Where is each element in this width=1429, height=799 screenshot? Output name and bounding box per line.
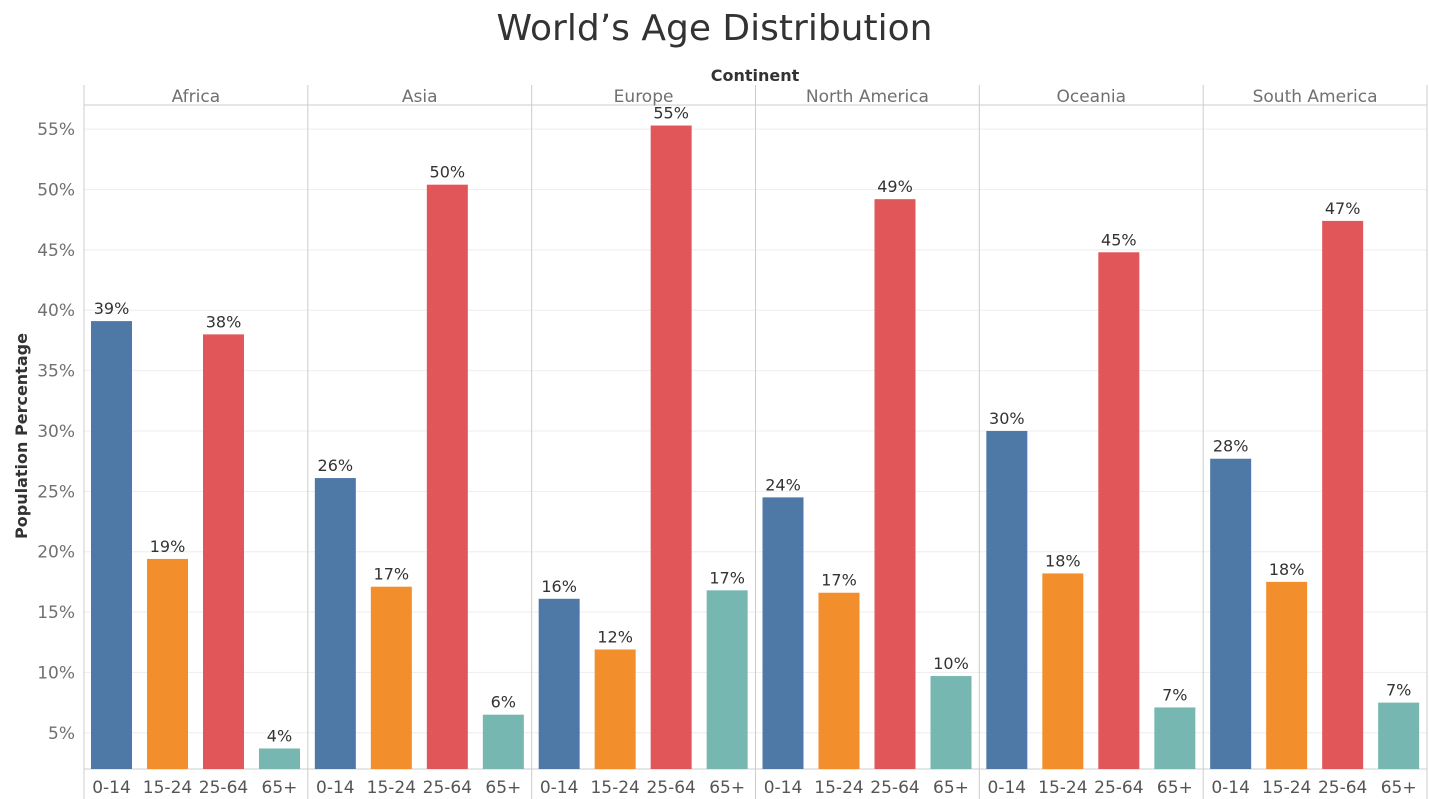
x-tick-label: 0-14 [92, 778, 131, 798]
x-tick-label: 0-14 [988, 778, 1027, 798]
x-tick-label: 15-24 [1038, 778, 1087, 798]
data-labels: 39% 19% 38% 4% 26% 17% 50% 6% 16% 12% 55% 17% 24% 17%… [94, 104, 1412, 746]
y-tick-label: 5% [48, 724, 75, 744]
bar-data-label: 45% [1101, 230, 1137, 249]
x-tick-label: 0-14 [540, 778, 579, 798]
y-tick-label: 45% [37, 241, 75, 261]
bar-data-label: 26% [318, 456, 354, 475]
bar-data-label: 19% [150, 537, 186, 556]
bar-data-label: 28% [1213, 437, 1249, 456]
bar [930, 676, 972, 769]
bar-data-label: 18% [1269, 560, 1305, 579]
x-tick-label: 0-14 [316, 778, 355, 798]
bar [1322, 220, 1364, 769]
bar-data-label: 50% [430, 163, 466, 182]
bar [650, 125, 692, 770]
x-tick-label: 15-24 [143, 778, 192, 798]
bar [986, 430, 1028, 769]
bar [370, 586, 412, 769]
bar [874, 199, 916, 770]
continent-header: Europe [614, 87, 674, 107]
bar [762, 497, 804, 769]
x-tick-label: 25-64 [646, 778, 695, 798]
bar [203, 334, 244, 769]
x-tick-label: 0-14 [764, 778, 803, 798]
bar-data-label: 4% [267, 726, 292, 745]
chart-title: World’s Age Distribution [496, 8, 933, 49]
bar-data-label: 47% [1325, 199, 1361, 218]
bar [91, 321, 132, 769]
x-tick-label: 15-24 [590, 778, 639, 798]
x-tick-label: 65+ [485, 778, 521, 798]
y-tick-label: 10% [37, 663, 75, 683]
x-tick-label: 25-64 [423, 778, 472, 798]
y-tick-label: 55% [37, 120, 75, 140]
y-tick-label: 30% [37, 422, 75, 442]
continent-header: Africa [172, 87, 221, 107]
y-tick-label: 15% [37, 603, 75, 623]
bar-data-label: 10% [933, 654, 969, 673]
bar-data-label: 17% [821, 571, 857, 590]
continent-header: South America [1253, 87, 1378, 107]
x-axis-category-labels: 0-14 15-24 25-64 65+ 0-14 15-24 25-64 65+ 0-14 15… [92, 778, 1416, 798]
y-tick-label: 25% [37, 482, 75, 502]
continent-header: North America [806, 87, 929, 107]
x-tick-label: 15-24 [367, 778, 416, 798]
bar-data-label: 12% [597, 627, 633, 646]
bar-data-label: 38% [206, 312, 242, 331]
bar [818, 592, 860, 769]
bar-data-label: 6% [491, 693, 516, 712]
bar-data-label: 7% [1386, 681, 1411, 700]
bar [314, 478, 356, 769]
x-tick-label: 25-64 [1318, 778, 1367, 798]
bar [594, 649, 636, 769]
bar [1098, 252, 1140, 769]
x-tick-label: 25-64 [1094, 778, 1143, 798]
continent-header: Asia [402, 87, 438, 107]
y-axis-ticks: 5% 10% 15% 20% 25% 30% 35% 40% 45% 50% 55% [37, 120, 75, 744]
x-tick-label: 15-24 [814, 778, 863, 798]
x-tick-label: 65+ [262, 778, 298, 798]
bar [147, 558, 188, 769]
bar [259, 748, 300, 769]
y-tick-label: 20% [37, 543, 75, 563]
bar [426, 184, 468, 769]
bar [1210, 458, 1252, 769]
bar-data-label: 39% [94, 299, 130, 318]
bars [91, 125, 1420, 770]
y-axis-title: Population Percentage [12, 333, 31, 539]
x-tick-label: 65+ [709, 778, 745, 798]
x-tick-label: 65+ [1157, 778, 1193, 798]
y-tick-label: 50% [37, 181, 75, 201]
bar-data-label: 30% [989, 409, 1025, 428]
bar-data-label: 16% [541, 577, 577, 596]
bar [1042, 573, 1084, 769]
bar-data-label: 49% [877, 177, 913, 196]
x-tick-label: 65+ [933, 778, 969, 798]
bar-data-label: 17% [374, 565, 410, 584]
chart-frame [83, 85, 1428, 799]
bar-data-label: 55% [653, 104, 689, 123]
x-tick-label: 25-64 [199, 778, 248, 798]
bar [1378, 702, 1420, 769]
bar [538, 598, 580, 769]
continent-headers: Africa Asia Europe North America Oceania Sout… [172, 87, 1378, 107]
bar-data-label: 18% [1045, 551, 1081, 570]
bar-data-label: 17% [709, 568, 745, 587]
x-tick-label: 15-24 [1262, 778, 1311, 798]
bar [1154, 707, 1196, 769]
continent-header: Oceania [1056, 87, 1126, 107]
x-tick-label: 25-64 [870, 778, 919, 798]
bar [706, 590, 748, 769]
y-tick-label: 40% [37, 301, 75, 321]
bar [482, 714, 524, 769]
x-tick-label: 0-14 [1211, 778, 1250, 798]
bar-data-label: 24% [765, 475, 801, 494]
continent-axis-title: Continent [711, 66, 800, 85]
bar-data-label: 7% [1162, 685, 1187, 704]
y-tick-label: 35% [37, 362, 75, 382]
bar [1266, 581, 1308, 769]
x-tick-label: 65+ [1381, 778, 1417, 798]
